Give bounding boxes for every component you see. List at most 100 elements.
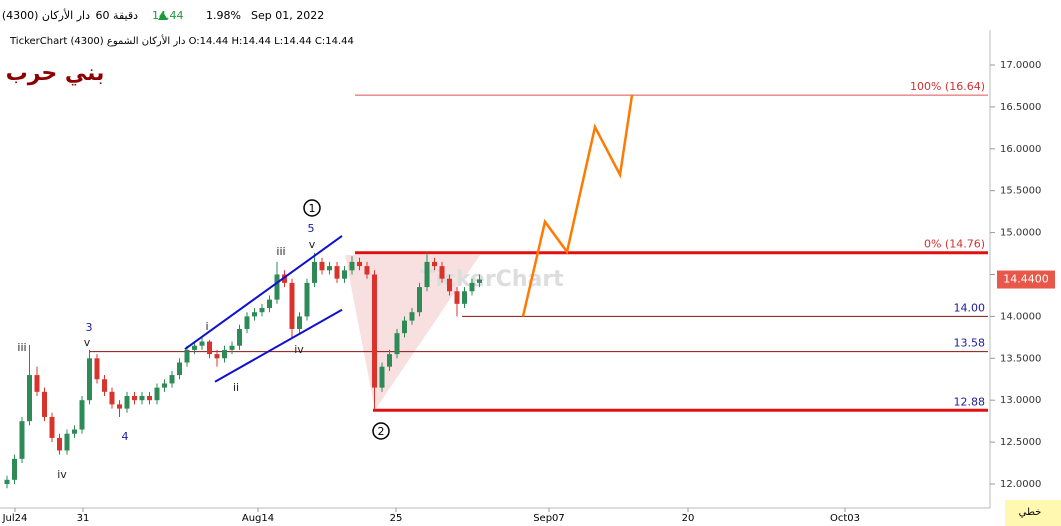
projection-line: [521, 94, 634, 317]
wave-label: v: [84, 336, 91, 349]
candle-body: [462, 291, 467, 304]
wave-label: 5: [308, 222, 315, 235]
candle-body: [289, 282, 295, 329]
candle-body: [27, 375, 32, 422]
candle-body: [147, 396, 152, 401]
candle-body: [49, 416, 55, 438]
y-tick-label: 13.5000: [1000, 353, 1041, 364]
level-label: 100% (16.64): [910, 80, 985, 93]
last-price: 14.44: [152, 9, 184, 22]
candle-body: [162, 383, 167, 388]
candle-body: [72, 429, 77, 434]
price-box-label: 14.4400: [1003, 273, 1049, 286]
candle-body: [4, 479, 10, 484]
candle-body: [424, 261, 430, 288]
candle-body: [394, 333, 400, 355]
candle-body: [349, 261, 355, 271]
y-tick-label: 15.5000: [1000, 186, 1041, 197]
channel-lower: [214, 308, 343, 383]
x-tick-label: 25: [390, 513, 403, 524]
wave-circle: [303, 199, 321, 217]
candle-body: [447, 278, 452, 292]
candle-body: [87, 358, 92, 401]
x-tick-label: 31: [77, 513, 90, 524]
candle-body: [42, 391, 47, 417]
candle-body: [454, 291, 460, 304]
candle-body: [402, 320, 407, 334]
candle-body: [19, 421, 25, 459]
interval: 60 دقيقة: [96, 9, 139, 22]
candle-body: [237, 328, 242, 346]
candle-body: [297, 316, 302, 329]
chart-title: بني حرب: [6, 61, 105, 86]
candle-body: [199, 341, 205, 346]
x-tick-label: Jul24: [2, 513, 28, 524]
candle-body: [282, 274, 287, 283]
candle-body: [304, 282, 310, 317]
wave-label: 1: [309, 202, 316, 215]
candle-body: [477, 279, 482, 283]
candle-body: [357, 261, 362, 267]
candle-body: [229, 345, 235, 350]
y-tick-label: 16.0000: [1000, 144, 1041, 155]
candle-body: [124, 396, 130, 409]
candle-body: [79, 400, 85, 430]
x-tick-label: 20: [682, 513, 695, 524]
wave-label: iii: [276, 245, 285, 258]
y-tick-label: 17.0000: [1000, 60, 1041, 71]
candle-body: [334, 266, 340, 279]
candle-body: [372, 274, 377, 388]
header: دار الأركان (4300) 60 دقيقة 14.44 1.98% …: [2, 8, 354, 47]
wave-label: iv: [57, 468, 67, 481]
wave-label: 4: [122, 430, 129, 443]
level-label: 12.88: [954, 395, 986, 408]
candle-body: [57, 437, 62, 451]
info-line: TickerChart دار الأركان الشموع (4300) O:…: [9, 34, 354, 47]
candle-body: [244, 316, 250, 329]
date: Sep 01, 2022: [251, 9, 324, 22]
wave-label: i: [205, 320, 208, 333]
candle-body: [184, 349, 190, 363]
candle-body: [214, 354, 220, 359]
x-tick-label: Sep07: [533, 513, 565, 524]
candle-body: [177, 362, 182, 376]
x-tick-label: Aug14: [242, 513, 274, 524]
wave-label: iv: [294, 343, 304, 356]
candle-body: [154, 387, 160, 401]
candle-body: [469, 282, 475, 292]
candle-body: [169, 375, 175, 384]
candle-body: [342, 270, 347, 279]
mode-label[interactable]: خطي: [1019, 507, 1042, 518]
wave-label: 3: [86, 321, 93, 334]
y-tick-label: 14.0000: [1000, 311, 1041, 322]
shaded-zone: [345, 255, 480, 410]
price-box: [997, 270, 1055, 289]
candle-body: [102, 379, 107, 392]
candle-body: [252, 312, 257, 317]
y-tick-label: 15.0000: [1000, 228, 1041, 239]
candle-body: [432, 261, 437, 267]
symbol: دار الأركان (4300): [2, 8, 90, 22]
level-label: 13.58: [954, 337, 986, 350]
x-tick-label: Oct03: [830, 513, 860, 524]
candle-body: [12, 458, 17, 480]
candle-body: [94, 358, 100, 380]
candle-body: [259, 308, 265, 313]
candle-body: [387, 354, 392, 367]
change-pct: 1.98%: [206, 9, 241, 22]
y-tick-label: 12.5000: [1000, 437, 1041, 448]
candle-body: [192, 345, 197, 350]
candle-body: [207, 341, 212, 355]
candle-body: [319, 261, 325, 271]
candle-body: [222, 349, 227, 359]
channel-upper: [184, 235, 343, 350]
y-tick-label: 16.5000: [1000, 102, 1041, 113]
candle-body: [117, 404, 122, 409]
level-label: 14.00: [954, 301, 986, 314]
wave-circle: [372, 422, 390, 440]
candle-body: [109, 391, 115, 405]
mode-button[interactable]: [1005, 500, 1061, 526]
candle-body: [364, 266, 370, 275]
